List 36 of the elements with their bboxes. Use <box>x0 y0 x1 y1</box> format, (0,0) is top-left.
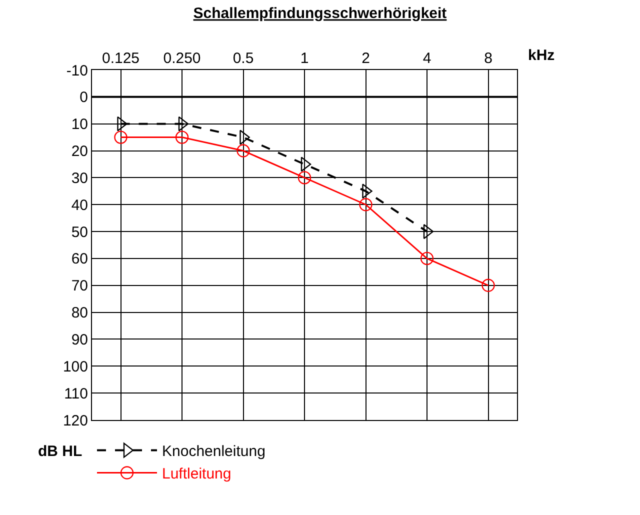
legend-label: Knochenleitung <box>162 443 266 460</box>
y-axis-title: dB HL <box>38 443 82 460</box>
y-tick-label: 70 <box>71 278 88 295</box>
y-tick-label: 110 <box>64 385 88 402</box>
x-tick-label: 1 <box>300 50 309 67</box>
y-tick-label: 30 <box>71 170 88 187</box>
point <box>178 116 189 132</box>
point <box>300 156 312 172</box>
x-tick-label: 0.5 <box>232 50 254 67</box>
x-axis-title: kHz <box>528 47 555 64</box>
y-tick-label: 10 <box>71 116 88 134</box>
point <box>423 224 434 240</box>
x-tick-label: 0.125 <box>102 50 140 67</box>
point <box>482 278 495 292</box>
y-tick-label: 50 <box>71 224 88 241</box>
y-tick-label: 120 <box>62 412 88 430</box>
point <box>298 171 312 184</box>
y-tick-label: 40 <box>71 196 88 214</box>
y-tick-label: 80 <box>71 304 88 322</box>
point <box>420 252 434 266</box>
y-tick-label: -10 <box>66 62 88 80</box>
y-tick-label: 100 <box>62 358 88 376</box>
point <box>114 130 128 144</box>
legend-label: Luftleitung <box>162 466 232 483</box>
y-tick-label: 20 <box>71 143 88 160</box>
point <box>359 198 372 212</box>
x-tick-label: 2 <box>362 50 370 67</box>
point <box>175 130 189 144</box>
y-tick-label: 0 <box>80 89 88 106</box>
point <box>236 144 250 158</box>
y-tick-label: 90 <box>71 331 88 348</box>
x-tick-label: 0.250 <box>163 50 201 67</box>
y-tick-label: 60 <box>71 250 88 268</box>
chart-title: Schallempfindungsschwerhörigkeit <box>193 5 447 22</box>
x-tick-label: 8 <box>484 50 492 67</box>
x-tick-label: 4 <box>422 50 432 67</box>
